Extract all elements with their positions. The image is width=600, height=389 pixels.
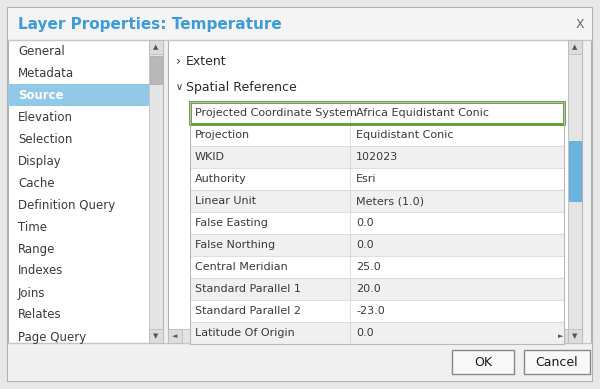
Text: 20.0: 20.0 bbox=[356, 284, 381, 294]
Text: Projected Coordinate System: Projected Coordinate System bbox=[195, 108, 357, 118]
Bar bbox=[568, 40, 582, 54]
Bar bbox=[8, 8, 592, 40]
Text: Africa Equidistant Conic: Africa Equidistant Conic bbox=[356, 108, 489, 118]
Text: ►: ► bbox=[559, 333, 563, 339]
Bar bbox=[568, 329, 582, 343]
Text: Spatial Reference: Spatial Reference bbox=[186, 81, 297, 93]
Bar bbox=[524, 350, 590, 374]
Bar bbox=[8, 343, 592, 381]
Bar bbox=[190, 234, 564, 256]
Text: Latitude Of Origin: Latitude Of Origin bbox=[195, 328, 295, 338]
Bar bbox=[168, 40, 582, 343]
Text: OK: OK bbox=[474, 356, 492, 368]
Bar bbox=[149, 329, 163, 343]
Text: ▼: ▼ bbox=[572, 333, 578, 339]
Bar bbox=[190, 300, 564, 322]
Text: General: General bbox=[18, 44, 65, 58]
Text: ▼: ▼ bbox=[154, 333, 158, 339]
Bar bbox=[190, 168, 564, 190]
Text: 102023: 102023 bbox=[356, 152, 398, 162]
Bar bbox=[190, 322, 564, 344]
Bar bbox=[190, 124, 564, 146]
Text: 25.0: 25.0 bbox=[356, 262, 381, 272]
Text: Range: Range bbox=[18, 242, 55, 256]
Bar bbox=[554, 329, 568, 343]
Text: ▲: ▲ bbox=[572, 44, 578, 50]
Bar bbox=[8, 40, 163, 343]
Text: Layer Properties: Temperature: Layer Properties: Temperature bbox=[18, 16, 282, 32]
Bar bbox=[190, 278, 564, 300]
Text: Display: Display bbox=[18, 154, 62, 168]
Text: Cancel: Cancel bbox=[536, 356, 578, 368]
Text: False Easting: False Easting bbox=[195, 218, 268, 228]
Text: Indexes: Indexes bbox=[18, 265, 64, 277]
Text: Authority: Authority bbox=[195, 174, 247, 184]
Text: Cache: Cache bbox=[18, 177, 55, 189]
Bar bbox=[168, 329, 568, 343]
Bar bbox=[190, 102, 564, 124]
Text: Linear Unit: Linear Unit bbox=[195, 196, 256, 206]
Text: ›: › bbox=[176, 54, 181, 68]
Bar bbox=[190, 102, 564, 344]
Bar bbox=[568, 40, 582, 343]
Text: Page Query: Page Query bbox=[18, 331, 86, 343]
Bar bbox=[168, 329, 182, 343]
Text: Projection: Projection bbox=[195, 130, 250, 140]
Bar bbox=[190, 190, 564, 212]
Text: Elevation: Elevation bbox=[18, 110, 73, 123]
Text: Extent: Extent bbox=[186, 54, 227, 68]
Text: ◄: ◄ bbox=[172, 333, 178, 339]
Text: 0.0: 0.0 bbox=[356, 240, 374, 250]
Bar bbox=[452, 350, 514, 374]
Text: ▲: ▲ bbox=[154, 44, 158, 50]
Text: ∨: ∨ bbox=[176, 82, 183, 92]
Text: Definition Query: Definition Query bbox=[18, 198, 115, 212]
Bar bbox=[190, 212, 564, 234]
Text: Standard Parallel 2: Standard Parallel 2 bbox=[195, 306, 301, 316]
Bar bbox=[190, 256, 564, 278]
Bar bbox=[190, 102, 564, 124]
Text: Meters (1.0): Meters (1.0) bbox=[356, 196, 424, 206]
Text: WKID: WKID bbox=[195, 152, 225, 162]
Text: False Northing: False Northing bbox=[195, 240, 275, 250]
Text: Time: Time bbox=[18, 221, 47, 233]
Text: Metadata: Metadata bbox=[18, 67, 74, 79]
Text: Equidistant Conic: Equidistant Conic bbox=[356, 130, 454, 140]
Bar bbox=[569, 141, 581, 201]
Text: Esri: Esri bbox=[356, 174, 377, 184]
Text: Joins: Joins bbox=[18, 287, 46, 300]
Text: Central Meridian: Central Meridian bbox=[195, 262, 288, 272]
Text: Standard Parallel 1: Standard Parallel 1 bbox=[195, 284, 301, 294]
Text: Source: Source bbox=[18, 89, 64, 102]
Text: Selection: Selection bbox=[18, 133, 73, 145]
Bar bbox=[149, 40, 163, 54]
Text: X: X bbox=[575, 18, 584, 30]
Text: -23.0: -23.0 bbox=[356, 306, 385, 316]
Bar bbox=[149, 40, 163, 343]
Text: 0.0: 0.0 bbox=[356, 218, 374, 228]
Text: 0.0: 0.0 bbox=[356, 328, 374, 338]
Text: Relates: Relates bbox=[18, 308, 62, 321]
Bar bbox=[150, 56, 162, 84]
Bar bbox=[8, 84, 149, 106]
Bar bbox=[190, 146, 564, 168]
